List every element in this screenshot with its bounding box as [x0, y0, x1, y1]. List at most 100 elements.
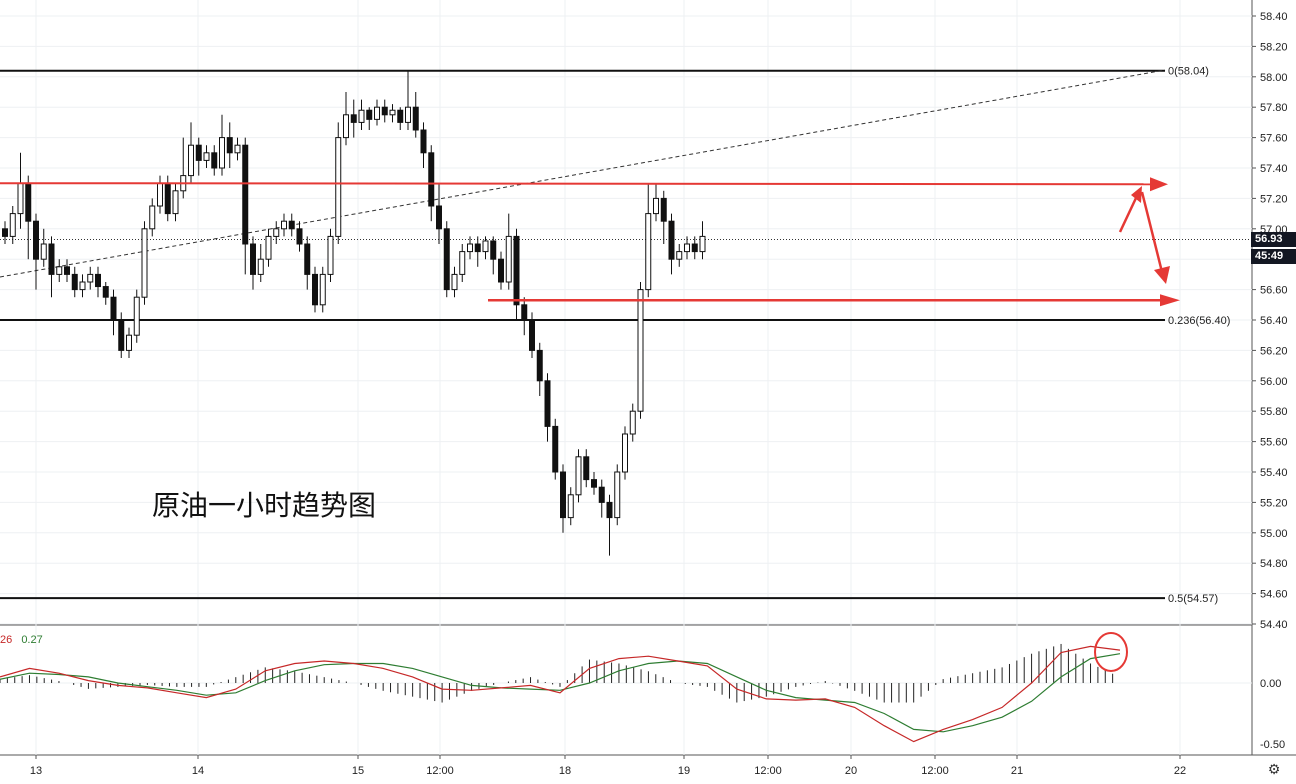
y-tick-label: 54.40	[1260, 619, 1288, 631]
candle-body	[2, 228, 8, 237]
candle-body	[242, 144, 249, 245]
candle-body	[133, 296, 140, 336]
y-tick-label: 57.80	[1260, 102, 1288, 114]
chart-title: 原油一小时趋势图	[152, 489, 377, 522]
y-tick-label: 56.20	[1260, 345, 1288, 357]
y-tick-label: 54.80	[1260, 558, 1288, 570]
candle-body	[645, 213, 652, 291]
x-tick-label: 12:00	[754, 765, 782, 777]
candle-body	[420, 129, 427, 154]
candle-body	[405, 106, 411, 123]
candle-body	[498, 258, 504, 283]
candle-body	[48, 243, 55, 275]
candle-body	[288, 220, 295, 230]
candle-body	[234, 144, 241, 154]
candle-body	[211, 152, 218, 169]
macd-tick-label: 0.00	[1260, 678, 1281, 690]
candle-body	[529, 319, 535, 351]
candle-body	[102, 286, 109, 298]
y-tick-label: 55.20	[1260, 497, 1288, 509]
fib-level-label: 0.236(56.40)	[1168, 315, 1230, 327]
y-tick-label: 54.60	[1260, 589, 1288, 601]
candle-body	[110, 296, 117, 321]
candle-body	[312, 273, 318, 306]
x-tick-label: 22	[1174, 765, 1186, 777]
candle-body	[598, 486, 605, 503]
candle-body	[281, 220, 287, 230]
projection-down-segment	[1140, 191, 1164, 273]
candle-body	[459, 251, 466, 275]
candle-body	[56, 266, 63, 275]
candle-body	[118, 319, 125, 351]
candle-body	[653, 197, 659, 215]
macd-line	[0, 645, 1121, 743]
candle-body	[560, 471, 566, 519]
candle-body	[668, 220, 675, 260]
candle-body	[273, 228, 280, 237]
candle-body	[172, 190, 179, 215]
candle-body	[33, 220, 39, 260]
candle-body	[629, 410, 636, 435]
candle-body	[304, 243, 311, 275]
candle-body	[436, 205, 442, 230]
candle-body	[691, 243, 698, 253]
candle-body	[366, 109, 373, 120]
candle-body	[482, 240, 489, 253]
candle-body	[157, 182, 163, 207]
y-tick-label: 55.80	[1260, 406, 1288, 418]
candle-body	[637, 289, 644, 412]
x-tick-label: 18	[559, 765, 571, 777]
x-tick-label: 14	[192, 765, 204, 777]
candle-body	[257, 258, 264, 275]
candle-body	[521, 304, 528, 321]
candle-body	[428, 152, 435, 207]
y-tick-label: 58.00	[1260, 72, 1288, 84]
candle-body	[684, 243, 690, 253]
candle-body	[327, 235, 334, 275]
candle-body	[87, 273, 94, 283]
candle-body	[552, 425, 559, 473]
resistance-line	[0, 182, 1151, 186]
candle-body	[474, 243, 481, 253]
candle-body	[343, 114, 349, 139]
y-tick-label: 56.60	[1260, 285, 1288, 297]
candle-body	[350, 114, 357, 123]
macd-value-a: 26	[0, 634, 13, 646]
candle-body	[9, 213, 16, 237]
candle-body	[412, 106, 419, 131]
candle-body	[490, 240, 497, 260]
macd-tick-label: -0.50	[1260, 739, 1285, 751]
resistance-arrowhead	[1150, 177, 1168, 192]
candle-body	[513, 235, 520, 306]
projection-up-segment	[1118, 197, 1138, 233]
candle-body	[64, 266, 70, 275]
candle-body	[389, 109, 396, 116]
candle-body	[583, 456, 590, 481]
settings-gear-icon[interactable]: ⚙	[1268, 761, 1281, 777]
candle-body	[567, 494, 574, 519]
candle-body	[467, 243, 473, 253]
x-tick-label: 13	[30, 765, 42, 777]
candle-body	[374, 106, 380, 120]
candle-body	[591, 479, 597, 488]
x-tick-label: 21	[1011, 765, 1023, 777]
fib-level-label: 0.5(54.57)	[1168, 593, 1218, 605]
candle-body	[79, 281, 86, 291]
y-tick-label: 55.00	[1260, 528, 1288, 540]
candle-body	[544, 380, 551, 427]
macd-readout: 26 0.27	[0, 634, 49, 646]
candle-body	[17, 182, 24, 215]
fib-level-label: 0(58.04)	[1168, 66, 1209, 78]
candle-body	[296, 228, 303, 245]
last-price-tag: 56.93	[1251, 232, 1296, 247]
candle-body	[219, 137, 225, 169]
support-arrowhead	[1160, 294, 1180, 307]
candle-body	[536, 349, 543, 382]
candle-body	[443, 228, 450, 291]
y-tick-label: 58.40	[1260, 11, 1288, 23]
candle-body	[40, 243, 47, 260]
y-tick-label: 56.40	[1260, 315, 1288, 327]
y-tick-label: 56.00	[1260, 376, 1288, 388]
